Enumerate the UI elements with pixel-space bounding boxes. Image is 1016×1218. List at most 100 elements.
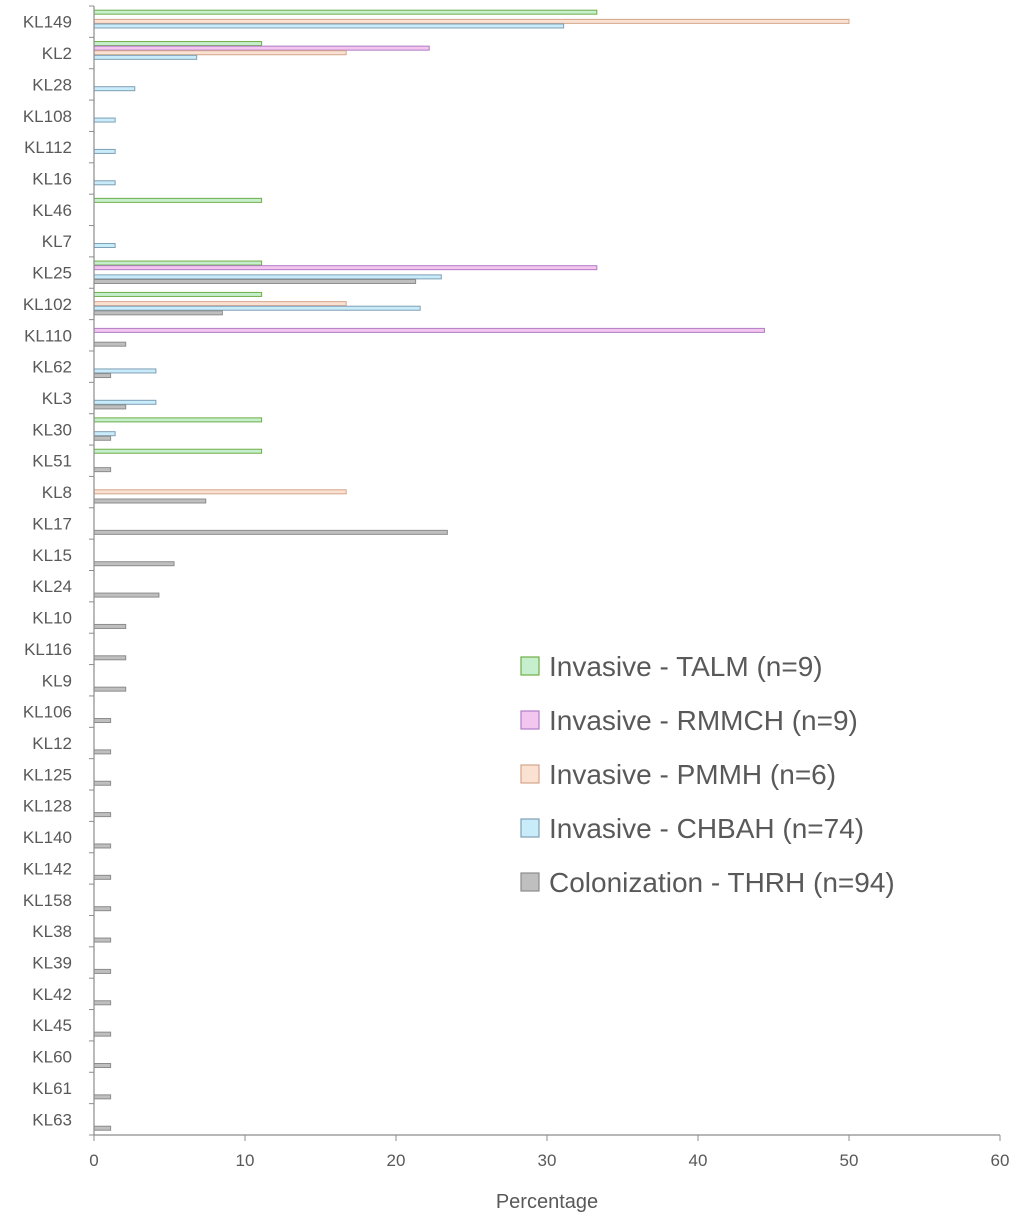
y-axis: KL149 KL2 KL28 KL108 KL112 KL16 KL46 KL7 KL25 KL1… <box>23 5 95 1136</box>
category-label-kl62: KL62 <box>32 358 72 377</box>
bar-kl10-series-5 <box>93 623 127 629</box>
bar-kl39-series-5 <box>93 968 112 974</box>
bar-kl30-series-1 <box>93 417 263 423</box>
x-axis: 0 10 20 30 40 50 60 <box>89 1134 1010 1170</box>
category-label-kl2: KL2 <box>42 44 72 63</box>
legend-label-2: Invasive - RMMCH (n=9) <box>549 705 858 736</box>
bar-kl149-series-1 <box>93 9 598 15</box>
category-label-kl30: KL30 <box>32 420 72 439</box>
category-label-kl61: KL61 <box>32 1079 72 1098</box>
bar-kl102-series-4 <box>93 305 421 311</box>
category-label-kl128: KL128 <box>23 797 72 816</box>
bar-kl3-series-4 <box>93 399 157 405</box>
bar-kl51-series-1 <box>93 448 263 454</box>
category-label-kl46: KL46 <box>32 201 72 220</box>
legend-swatch-3 <box>520 764 540 784</box>
bars-group <box>93 9 850 1131</box>
bar-kl158-series-5 <box>93 906 112 912</box>
category-label-kl39: KL39 <box>32 954 72 973</box>
category-label-kl110: KL110 <box>24 326 72 345</box>
category-label-kl102: KL102 <box>23 295 72 314</box>
category-label-kl60: KL60 <box>32 1048 72 1067</box>
bar-kl8-series-3 <box>93 489 347 495</box>
bar-kl25-series-2 <box>93 265 598 271</box>
bar-kl63-series-5 <box>93 1125 112 1131</box>
bar-kl17-series-5 <box>93 529 448 535</box>
bar-kl60-series-5 <box>93 1063 112 1068</box>
category-label-kl140: KL140 <box>23 828 72 847</box>
bar-kl3-series-5 <box>93 404 127 410</box>
bar-kl106-series-5 <box>93 718 112 724</box>
category-label-kl142: KL142 <box>23 859 72 878</box>
bar-kl45-series-5 <box>93 1031 112 1037</box>
bar-kl125-series-5 <box>93 780 112 786</box>
category-label-kl149: KL149 <box>23 13 72 32</box>
category-label-kl9: KL9 <box>42 671 72 690</box>
category-label-kl12: KL12 <box>32 734 72 753</box>
bar-kl102-series-1 <box>93 291 263 297</box>
bar-kl30-series-4 <box>93 431 116 437</box>
legend-swatch-2 <box>520 710 540 730</box>
legend-label-5: Colonization - THRH (n=94) <box>549 867 895 898</box>
bar-kl128-series-5 <box>93 812 112 818</box>
bar-kl30-series-5 <box>93 435 112 441</box>
bar-kl62-series-5 <box>93 373 112 379</box>
category-label-kl24: KL24 <box>32 577 72 596</box>
bar-kl2-series-2 <box>93 45 430 51</box>
x-tick-label-40: 40 <box>689 1151 708 1170</box>
legend-label-4: Invasive - CHBAH (n=74) <box>549 813 864 844</box>
bar-kl25-series-4 <box>93 274 442 280</box>
category-label-kl17: KL17 <box>32 514 72 533</box>
category-label-kl10: KL10 <box>32 609 72 628</box>
bar-kl102-series-5 <box>93 310 223 316</box>
category-label-kl51: KL51 <box>32 452 72 471</box>
bar-kl24-series-5 <box>93 592 160 598</box>
x-tick-label-0: 0 <box>89 1151 98 1170</box>
bar-kl149-series-3 <box>93 18 850 24</box>
bar-kl12-series-5 <box>93 749 112 755</box>
bar-kl102-series-3 <box>93 301 347 307</box>
category-label-kl45: KL45 <box>32 1016 72 1035</box>
category-label-kl112: KL112 <box>24 138 72 157</box>
bar-kl61-series-5 <box>93 1094 112 1100</box>
category-label-kl116: KL116 <box>24 640 72 659</box>
bar-kl62-series-4 <box>93 368 157 374</box>
category-label-kl158: KL158 <box>23 891 72 910</box>
category-label-kl106: KL106 <box>23 703 72 722</box>
category-label-kl108: KL108 <box>23 107 72 126</box>
bar-kl16-series-4 <box>93 180 116 186</box>
x-tick-label-10: 10 <box>236 1151 255 1170</box>
legend-swatch-4 <box>520 818 540 838</box>
bar-kl2-series-4 <box>93 54 198 60</box>
x-tick-label-30: 30 <box>538 1151 557 1170</box>
category-label-kl16: KL16 <box>32 169 72 188</box>
bar-kl9-series-5 <box>93 686 127 692</box>
bar-kl140-series-5 <box>93 843 112 849</box>
legend-swatch-1 <box>520 656 540 676</box>
x-tick-label-50: 50 <box>840 1151 859 1170</box>
bar-kl38-series-5 <box>93 937 112 943</box>
legend-label-1: Invasive - TALM (n=9) <box>549 651 823 682</box>
bar-kl2-series-3 <box>93 50 347 56</box>
legend-label-3: Invasive - PMMH (n=6) <box>549 759 836 790</box>
bar-kl28-series-4 <box>93 86 136 92</box>
category-label-kl63: KL63 <box>32 1110 72 1129</box>
bar-kl15-series-5 <box>93 561 175 567</box>
legend-swatch-5 <box>520 872 540 892</box>
bar-kl7-series-4 <box>93 243 116 249</box>
category-label-kl42: KL42 <box>32 985 72 1004</box>
category-label-kl25: KL25 <box>32 264 72 283</box>
bar-kl108-series-4 <box>93 117 116 123</box>
bar-kl51-series-5 <box>93 467 112 473</box>
bar-kl42-series-5 <box>93 1000 112 1006</box>
bar-kl116-series-5 <box>93 655 127 661</box>
bar-kl142-series-5 <box>93 874 112 880</box>
category-label-kl28: KL28 <box>32 75 72 94</box>
x-tick-label-60: 60 <box>991 1151 1010 1170</box>
category-label-kl38: KL38 <box>32 922 72 941</box>
bar-kl25-series-5 <box>93 278 417 284</box>
bar-kl25-series-1 <box>93 260 263 266</box>
category-label-kl8: KL8 <box>42 483 72 502</box>
